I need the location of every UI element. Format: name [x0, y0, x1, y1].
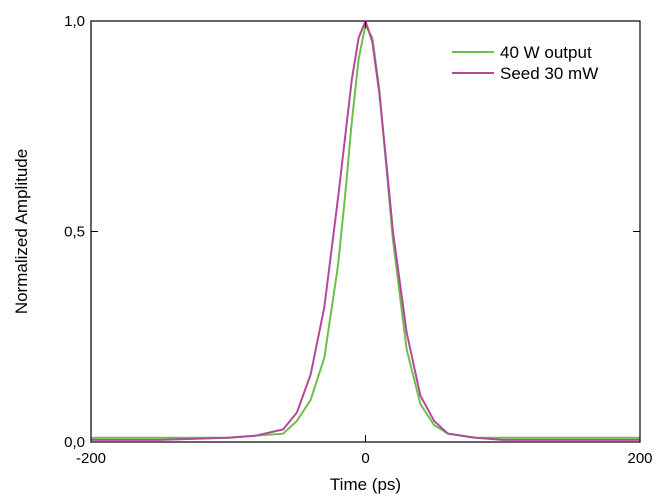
plot-frame [90, 20, 641, 443]
ticks-layer: -200 0 200 0,0 0,5 1,0 [64, 13, 652, 467]
series-layer [91, 20, 640, 441]
legend-label-0: 40 W output [500, 43, 592, 62]
series-line-1 [91, 20, 640, 441]
x-axis-label: Time (ps) [330, 475, 401, 494]
y-tick-label-1: 0,5 [64, 224, 85, 241]
x-tick-label-1: 0 [361, 450, 369, 467]
y-tick-label-0: 0,0 [64, 434, 85, 451]
y-axis-label: Normalized Amplitude [12, 149, 31, 314]
y-tick-label-2: 1,0 [64, 13, 85, 30]
series-line-0 [91, 24, 640, 439]
legend-label-1: Seed 30 mW [500, 64, 598, 83]
legend: 40 W output Seed 30 mW [452, 43, 598, 83]
x-tick-label-0: -200 [76, 450, 106, 467]
x-tick-label-2: 200 [627, 450, 652, 467]
